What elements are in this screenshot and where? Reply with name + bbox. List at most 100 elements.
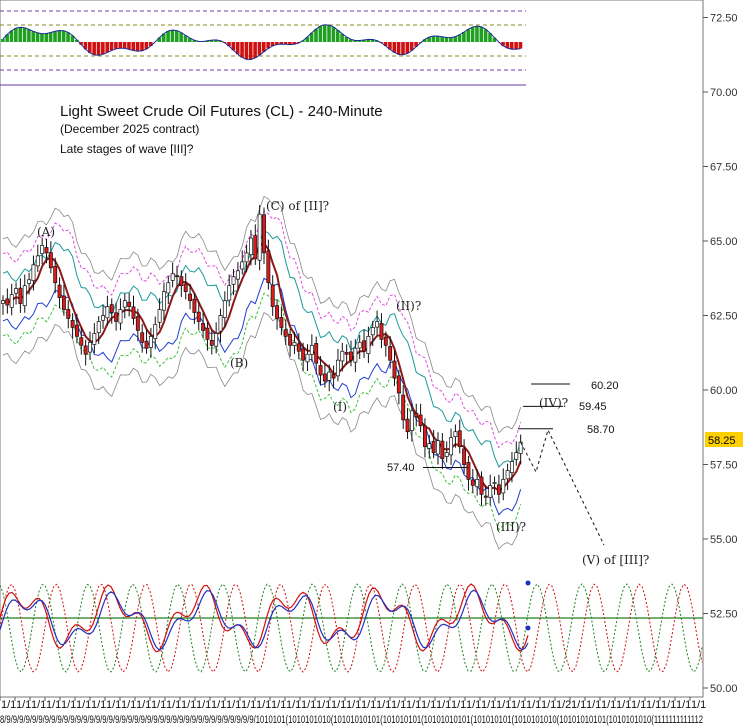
envelope-upper-line: [2, 195, 522, 434]
x-tick-label: 1/1: [91, 699, 106, 711]
x-tick-label: 1/1: [211, 699, 226, 711]
x-tick-label: 1/1: [151, 699, 166, 711]
candle-body: [296, 343, 301, 352]
level-label-5870: 58.70: [587, 424, 615, 436]
candle-body: [366, 336, 371, 354]
histogram-bar: [57, 30, 62, 42]
candle-body: [279, 317, 284, 328]
candle-body: [114, 312, 119, 322]
x-tick-label: 1/1: [391, 699, 406, 711]
candle-body: [353, 347, 358, 363]
candle-body: [331, 373, 336, 379]
candle-body: [344, 352, 349, 355]
histogram-bar: [44, 33, 49, 42]
y-tick-label: 50.00: [710, 683, 738, 695]
candle-body: [166, 282, 171, 294]
wave-label-a: (A): [37, 225, 55, 239]
indicator-bands: [2, 195, 522, 550]
last-price-label: 58.25: [708, 435, 736, 447]
x-tick-label: 1/1: [541, 699, 556, 711]
x-tick-label: 1/1: [346, 699, 361, 711]
candle-body: [322, 373, 327, 382]
y-tick-label: 57.50: [710, 460, 738, 472]
histogram-bar: [35, 32, 40, 42]
candle-body: [483, 495, 488, 498]
histogram-bar: [344, 37, 349, 42]
candle-body: [235, 270, 240, 280]
candle-body: [179, 276, 184, 287]
histogram-bar: [148, 42, 153, 46]
histogram-bar: [209, 40, 214, 42]
histogram-bar: [18, 27, 22, 42]
envelope-lower-line: [2, 312, 522, 550]
y-tick-label: 70.00: [710, 87, 738, 99]
candle-body: [401, 394, 406, 421]
x-tick-label: 1/1: [601, 699, 616, 711]
histogram-bar: [114, 42, 118, 49]
x-tick-label: 1/1: [181, 699, 196, 711]
histogram-bar: [231, 42, 236, 51]
candle-body: [292, 341, 297, 347]
x-tick-label: 1/1: [301, 699, 316, 711]
candle-body: [479, 476, 484, 495]
x-tick-label: 1/1: [691, 699, 706, 711]
histogram-bar: [266, 42, 270, 49]
candle-body: [48, 252, 53, 269]
x-tick-label: 1/1: [196, 699, 211, 711]
candle-body: [466, 462, 471, 480]
candle-body: [457, 430, 462, 447]
oscillator-red-dotted: [0, 583, 703, 673]
x-tick-label: 1/1: [616, 699, 631, 711]
oscillator-dot-upper: [525, 580, 531, 586]
candle-body: [192, 298, 197, 313]
x-tick-label: 1/1: [511, 699, 526, 711]
histogram-bar: [301, 40, 305, 42]
last-price-badge: [705, 432, 743, 447]
teal-band-line: [2, 229, 522, 468]
histogram-bar: [88, 42, 92, 53]
candle-body: [79, 337, 84, 346]
candle-body: [453, 431, 458, 438]
y-tick-label: 60.00: [710, 385, 738, 397]
candle-body: [157, 309, 162, 323]
histogram-bar: [257, 42, 262, 56]
x-tick-label: 1/1: [16, 699, 31, 711]
candle-body: [314, 343, 319, 364]
chart-note: Late stages of wave [III]?: [60, 142, 194, 156]
histogram-bar: [227, 42, 231, 47]
candle-body: [318, 365, 323, 376]
candle-body: [140, 332, 145, 343]
candle-body: [244, 252, 249, 263]
histogram-bar: [335, 30, 340, 42]
histogram-bar: [388, 42, 392, 50]
histogram-bar: [322, 24, 327, 42]
candle-body: [275, 305, 280, 319]
candle-body: [70, 319, 75, 328]
histogram-bar: [92, 42, 96, 55]
x-tick-label: 1/1: [136, 699, 151, 711]
x-tick-label: 1/1: [571, 699, 586, 711]
candle-body: [83, 345, 88, 355]
x-tick-label: 1/1: [271, 699, 286, 711]
histogram-bar: [161, 33, 166, 42]
candle-body: [288, 333, 293, 346]
candle-body: [209, 340, 214, 346]
candle-body: [231, 276, 236, 285]
candle-body: [470, 479, 475, 486]
histogram-bar: [483, 29, 488, 42]
candle-body: [427, 443, 432, 449]
histogram-bar: [279, 42, 283, 45]
histogram-bar: [74, 39, 79, 42]
candle-body: [431, 440, 436, 453]
x-tick-label: 1/1: [331, 699, 346, 711]
histogram-bar: [331, 27, 336, 42]
candle-body: [327, 371, 332, 381]
histogram-bar: [1, 39, 5, 42]
x-tick-label: 1/1: [481, 699, 496, 711]
candle-body: [61, 295, 66, 310]
level-label-6020: 60.20: [591, 380, 619, 392]
candle-body: [349, 351, 353, 361]
histogram-bar: [192, 40, 196, 42]
histogram-bar: [27, 29, 31, 42]
x-tick-label: 1/1: [451, 699, 466, 711]
